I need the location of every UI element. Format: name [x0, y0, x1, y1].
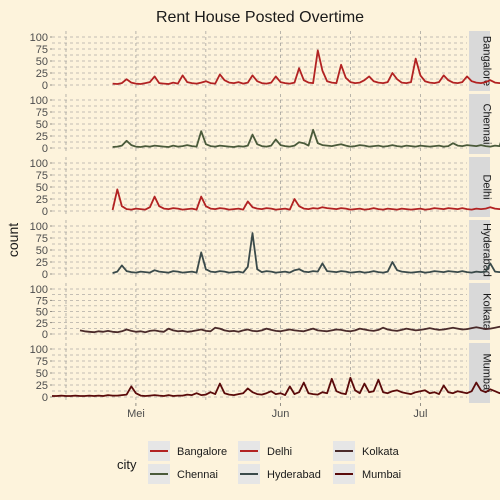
facet-strip-label: Chennai — [481, 104, 493, 145]
series-line-hyderabad — [112, 232, 500, 274]
y-tick-label: 25 — [36, 318, 48, 330]
y-tick-label: 50 — [36, 307, 48, 319]
legend-item-hyderabad: Hyderabad — [238, 464, 321, 484]
legend-label: Delhi — [267, 446, 292, 458]
y-tick-label: 0 — [42, 143, 48, 155]
y-tick-label: 75 — [36, 44, 48, 56]
panel-background — [52, 157, 467, 217]
y-tick-label: 75 — [36, 295, 48, 307]
series-line-delhi — [111, 188, 500, 211]
facet-strip-label: Kolkata — [481, 293, 493, 331]
y-axis-label: count — [5, 223, 21, 257]
y-tick-label: 25 — [36, 380, 48, 392]
y-tick-label: 100 — [30, 158, 48, 170]
facet-strip — [469, 157, 490, 217]
y-tick-label: 25 — [36, 131, 48, 143]
legend: city Bangalore Chennai Delhi Hyderabad Kolka… — [117, 441, 401, 484]
legend-label: Bangalore — [177, 446, 227, 458]
series-line-bangalore — [112, 49, 500, 85]
y-tick-label: 100 — [30, 95, 48, 107]
y-tick-label: 0 — [42, 269, 48, 281]
y-tick-label: 100 — [30, 344, 48, 356]
x-tick-label: Mei — [127, 408, 145, 420]
y-tick-label: 100 — [30, 32, 48, 44]
legend-item-chennai: Chennai — [148, 464, 218, 484]
facet-strip — [469, 94, 490, 154]
legend-item-mumbai: Mumbai — [333, 464, 401, 484]
y-tick-label: 100 — [30, 284, 48, 296]
y-tick-label: 25 — [36, 68, 48, 80]
chart-title: Rent House Posted Overtime — [156, 9, 364, 26]
legend-label: Kolkata — [362, 446, 400, 458]
legend-label: Hyderabad — [267, 469, 321, 481]
y-tick-label: 0 — [42, 206, 48, 218]
y-tick-label: 100 — [30, 221, 48, 233]
y-tick-label: 50 — [36, 182, 48, 194]
facet-strip — [469, 283, 490, 340]
legend-label: Mumbai — [362, 469, 401, 481]
panel-background — [52, 343, 467, 403]
y-tick-label: 50 — [36, 119, 48, 131]
panel-background — [52, 94, 467, 154]
y-tick-label: 25 — [36, 194, 48, 206]
y-tick-label: 75 — [36, 107, 48, 119]
y-tick-label: 75 — [36, 233, 48, 245]
facet-strip-label: Bangalore — [481, 36, 493, 86]
series-line-chennai — [112, 128, 500, 148]
y-tick-label: 0 — [42, 392, 48, 404]
legend-item-kolkata: Kolkata — [333, 441, 400, 461]
legend-title: city — [117, 457, 137, 472]
panel-background — [52, 31, 467, 91]
y-tick-label: 0 — [42, 80, 48, 92]
x-axis: Mei Jun Jul — [127, 403, 427, 420]
legend-item-bangalore: Bangalore — [148, 441, 227, 461]
y-tick-label: 50 — [36, 56, 48, 68]
y-tick-label: 50 — [36, 368, 48, 380]
facet-strip-label: Delhi — [481, 174, 493, 199]
facet-strip — [469, 220, 490, 280]
y-tick-label: 75 — [36, 356, 48, 368]
x-tick-label: Jul — [413, 408, 427, 420]
facet-strip — [469, 31, 490, 91]
x-tick-label: Jun — [272, 408, 290, 420]
y-tick-label: 50 — [36, 245, 48, 257]
facet-strip-label: Mumbai — [481, 353, 493, 392]
series-line-mumbai — [52, 376, 500, 397]
y-tick-label: 0 — [42, 329, 48, 341]
legend-item-delhi: Delhi — [238, 441, 292, 461]
series-line-kolkata — [79, 325, 500, 334]
legend-label: Chennai — [177, 469, 218, 481]
y-tick-label: 25 — [36, 257, 48, 269]
y-tick-label: 75 — [36, 170, 48, 182]
